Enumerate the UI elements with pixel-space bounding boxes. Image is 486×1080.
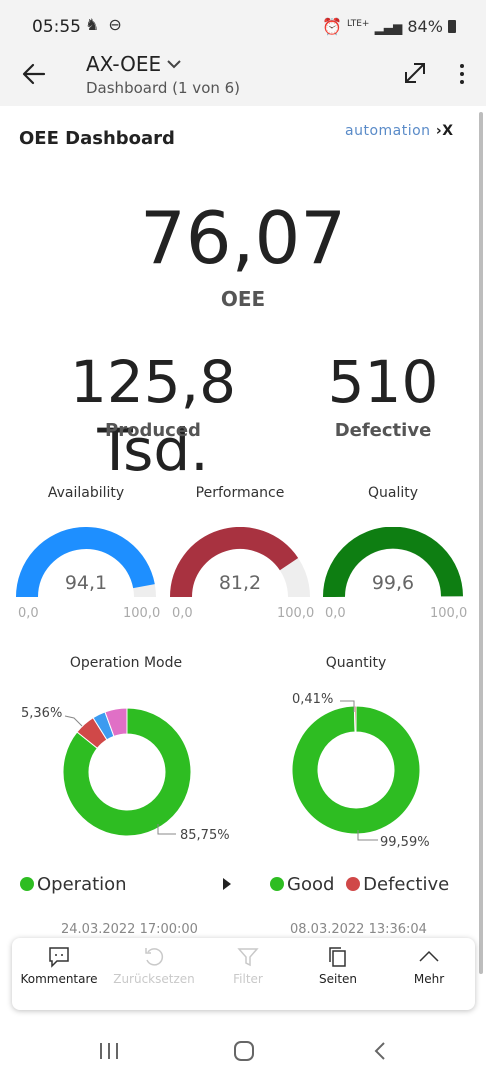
page-subtitle: Dashboard (1 von 6) xyxy=(86,79,241,97)
op-label-small: 5,36% xyxy=(21,706,63,721)
comments-button[interactable]: Kommentare xyxy=(14,946,104,986)
defective-value: 510 xyxy=(327,348,439,416)
operation-mode-title: Operation Mode xyxy=(69,655,183,671)
op-label-large: 85,75% xyxy=(180,828,230,843)
pages-label: Seiten xyxy=(318,972,358,986)
gauge-value: 94,1 xyxy=(64,572,108,594)
legend-good-label: Good xyxy=(287,874,335,895)
scrollbar[interactable] xyxy=(479,112,483,974)
gauge-fill xyxy=(170,527,299,597)
operation-mode-donut[interactable] xyxy=(30,690,230,860)
status-time: 05:55 xyxy=(32,17,81,37)
gauge-title: Performance xyxy=(195,485,285,501)
network-label: LTE+ xyxy=(346,19,370,29)
back-arrow-icon[interactable] xyxy=(20,60,48,88)
leader-line xyxy=(64,715,83,727)
gauge-title: Availability xyxy=(47,485,125,501)
status-bar: 05:55 ♞ ⊖ ⏰ LTE+ ▂▄▆ 84% xyxy=(0,0,486,50)
legend-swatch-good xyxy=(270,877,284,891)
donut-slice[interactable] xyxy=(353,705,357,733)
back-nav-icon[interactable] xyxy=(373,1041,387,1061)
bottom-toolbar: Kommentare Zurücksetzen Filter Seiten Me… xyxy=(12,938,475,1010)
automation-logo: automation ›X xyxy=(345,123,453,139)
donut-slice[interactable] xyxy=(62,707,192,837)
legend-operation-label: Operation xyxy=(37,874,127,895)
battery-icon xyxy=(448,20,456,33)
notification-icons: ♞ ⊖ xyxy=(85,15,124,34)
reset-button[interactable]: Zurücksetzen xyxy=(109,946,199,986)
gauge-min: 0,0 xyxy=(172,606,193,621)
app-header: AX-OEE Dashboard (1 von 6) xyxy=(0,50,486,106)
more-options-icon[interactable] xyxy=(454,62,470,86)
donut-slice[interactable] xyxy=(104,707,128,737)
more-button[interactable]: Mehr xyxy=(384,946,474,986)
filter-button[interactable]: Filter xyxy=(203,946,293,986)
expand-icon[interactable] xyxy=(402,60,428,86)
legend-next-icon[interactable] xyxy=(222,877,232,891)
leader-line xyxy=(357,830,378,841)
gauge-fill xyxy=(16,527,155,597)
dashboard-title: OEE Dashboard xyxy=(19,128,175,149)
qty-label-small: 0,41% xyxy=(292,692,334,707)
legend-swatch-defective xyxy=(346,877,361,891)
reset-label: Zurücksetzen xyxy=(113,972,195,986)
gauge-fill xyxy=(322,527,463,597)
qty-timestamp: 08.03.2022 13:36:04 xyxy=(290,922,427,937)
donut-slice[interactable] xyxy=(291,705,421,835)
filter-icon xyxy=(237,948,259,967)
legend-swatch-operation xyxy=(20,877,34,891)
gauge-max: 100,0 xyxy=(123,606,161,621)
gauge-value: 81,2 xyxy=(218,572,262,594)
status-right: ⏰ LTE+ ▂▄▆ 84% xyxy=(322,17,456,36)
chevron-down-icon[interactable] xyxy=(166,58,182,70)
gauge-min: 0,0 xyxy=(325,606,346,621)
pages-icon xyxy=(329,947,346,967)
filter-label: Filter xyxy=(233,972,263,986)
signal-icon: ▂▄▆ xyxy=(374,21,403,35)
recent-apps-icon[interactable] xyxy=(98,1042,120,1060)
op-legend: Operation xyxy=(20,874,127,895)
gauge-min: 0,0 xyxy=(18,606,39,621)
gauge-chart[interactable] xyxy=(318,527,468,597)
comments-label: Kommentare xyxy=(20,972,98,986)
qty-legend: Good Defective xyxy=(270,874,449,895)
defective-label: Defective xyxy=(334,420,432,441)
leader-line xyxy=(340,700,355,712)
pages-button[interactable]: Seiten xyxy=(293,946,383,986)
quantity-title: Quantity xyxy=(325,655,387,671)
logo-mark: ›X xyxy=(430,123,454,139)
report-title[interactable]: AX-OEE xyxy=(86,52,162,76)
gauge-value: 99,6 xyxy=(371,572,415,594)
oee-label: OEE xyxy=(220,287,266,311)
quantity-donut[interactable] xyxy=(270,690,460,860)
leader-line xyxy=(157,824,176,835)
gauge-chart[interactable] xyxy=(11,527,161,597)
system-nav-bar xyxy=(0,1022,486,1080)
alarm-icon: ⏰ xyxy=(321,17,342,36)
chevron-up-icon xyxy=(419,950,439,962)
gauge-title: Quality xyxy=(367,485,419,501)
produced-value: 125,8 Tsd. xyxy=(69,348,237,484)
gauge-max: 100,0 xyxy=(277,606,315,621)
logo-text: automation xyxy=(345,123,431,139)
home-icon[interactable] xyxy=(233,1040,255,1062)
qty-label-large: 99,59% xyxy=(380,835,430,850)
legend-defective-label: Defective xyxy=(363,874,450,895)
more-label: Mehr xyxy=(413,972,445,986)
comment-icon xyxy=(49,947,69,968)
op-timestamp: 24.03.2022 17:00:00 xyxy=(61,922,198,937)
battery-percent: 84% xyxy=(407,17,443,36)
produced-label: Produced xyxy=(105,420,201,441)
reset-icon xyxy=(145,948,164,966)
gauge-chart[interactable] xyxy=(165,527,315,597)
oee-value: 76,07 xyxy=(139,196,347,280)
gauge-max: 100,0 xyxy=(430,606,468,621)
